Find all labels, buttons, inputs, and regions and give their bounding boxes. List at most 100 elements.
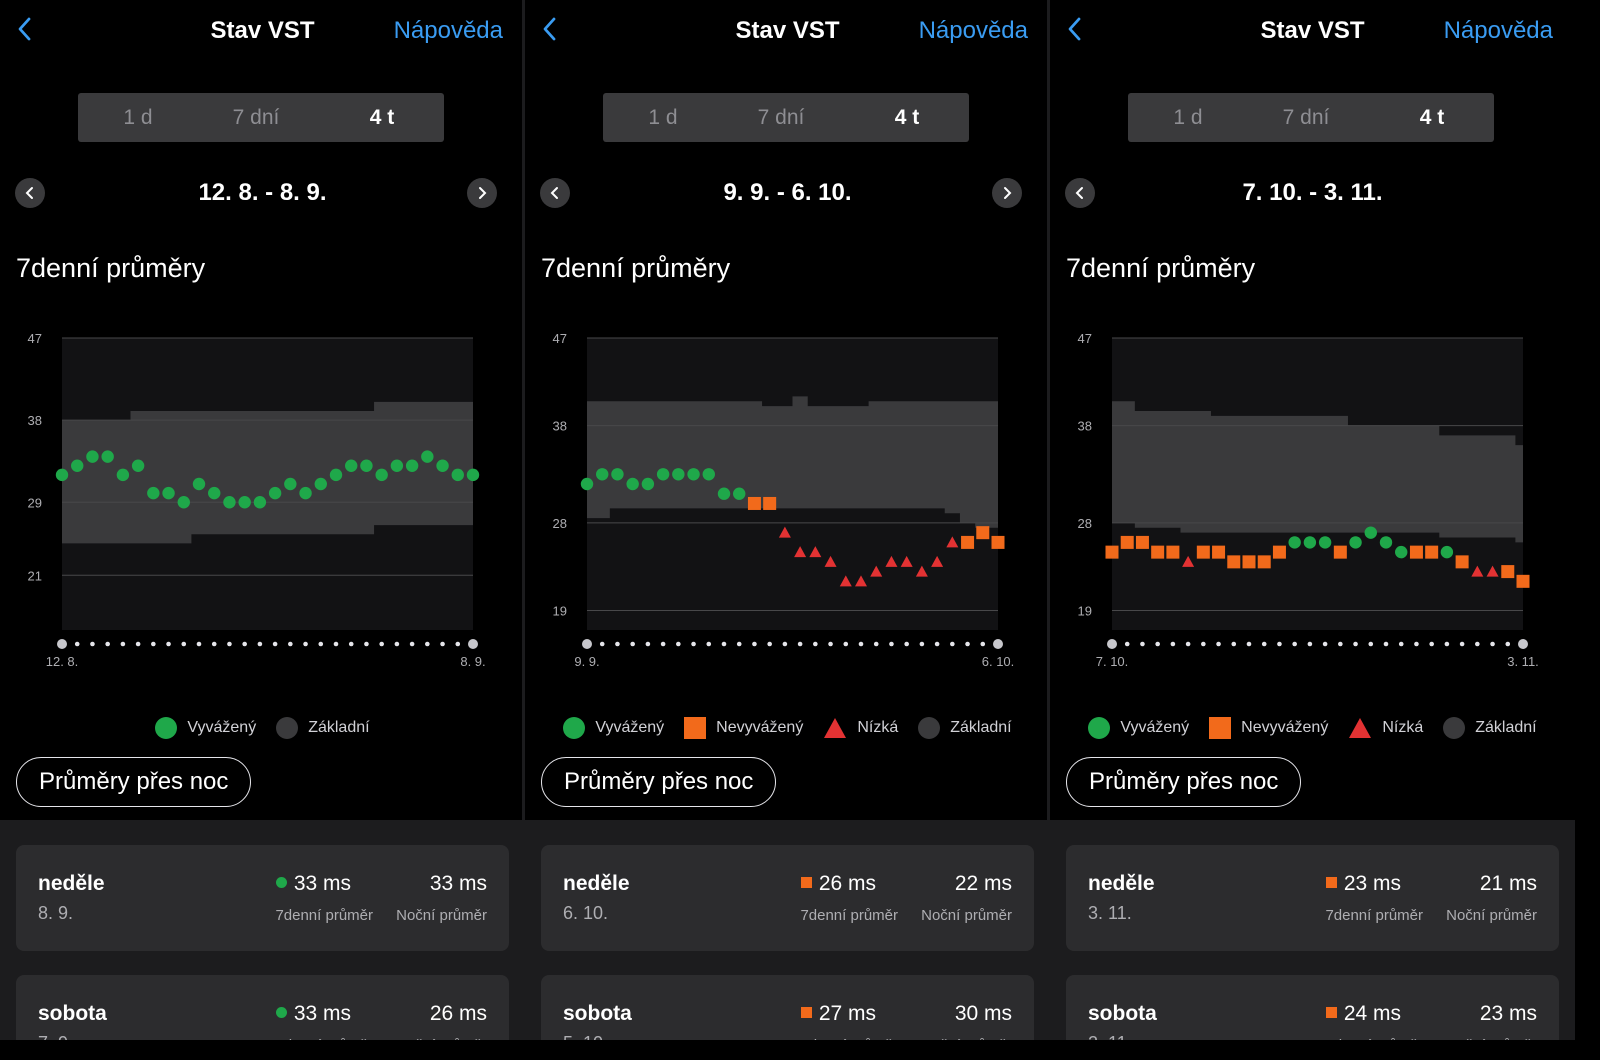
x-axis-day-dot bbox=[272, 641, 278, 647]
x-axis-day-dot bbox=[630, 641, 635, 647]
overnight-average-label: Noční průměr bbox=[396, 907, 487, 924]
x-axis-day-dot bbox=[950, 641, 955, 647]
x-axis-day-dot bbox=[227, 641, 232, 647]
data-point-unbalanced bbox=[1501, 565, 1515, 579]
x-axis-day-dot bbox=[660, 641, 666, 647]
data-point-balanced bbox=[1303, 536, 1317, 549]
x-start-label: 9. 9. bbox=[574, 654, 599, 669]
legend-circle-icon bbox=[155, 717, 178, 739]
y-tick-label: 19 bbox=[553, 604, 567, 619]
help-link[interactable]: Nápověda bbox=[1443, 17, 1553, 44]
day-card[interactable]: sobota 7. 9. 33 ms 26 ms 7denní průměr Noční … bbox=[16, 975, 509, 1040]
day-card[interactable]: sobota 5. 10. 27 ms 30 ms 7denní průměr Noční… bbox=[541, 975, 1034, 1040]
overnight-average-label: Noční průměr bbox=[921, 1037, 1012, 1040]
next-range-button[interactable] bbox=[467, 178, 497, 208]
data-point-low bbox=[1486, 565, 1499, 577]
data-point-unbalanced bbox=[1120, 535, 1134, 549]
help-link[interactable]: Nápověda bbox=[918, 17, 1028, 44]
legend-square-icon bbox=[684, 717, 707, 739]
data-point-balanced bbox=[360, 459, 373, 472]
back-button[interactable] bbox=[537, 14, 567, 44]
data-point-unbalanced bbox=[1227, 555, 1241, 569]
x-axis-day-dot bbox=[440, 641, 445, 647]
data-point-balanced bbox=[611, 468, 624, 481]
x-axis-day-dot bbox=[706, 641, 712, 647]
data-point-low bbox=[931, 555, 944, 567]
x-axis-day-dot bbox=[813, 641, 818, 647]
card-date: 3. 11. bbox=[1088, 903, 1132, 923]
legend-item: Nízká bbox=[823, 717, 898, 739]
data-point-balanced bbox=[284, 477, 297, 491]
overnight-average-value: 22 ms bbox=[954, 872, 1012, 895]
day-card[interactable]: sobota 2. 11. 24 ms 23 ms 7denní průměr Noční… bbox=[1066, 975, 1559, 1040]
y-tick-label: 47 bbox=[28, 331, 42, 346]
x-axis-day-dot bbox=[1107, 639, 1117, 649]
tab-period-2[interactable]: 4 t bbox=[369, 106, 395, 129]
legend-label: Základní bbox=[308, 719, 370, 736]
x-axis-day-dot bbox=[1459, 641, 1465, 647]
legend-triangle-icon bbox=[824, 718, 847, 738]
data-point-low bbox=[809, 546, 822, 558]
legend-circle-icon bbox=[563, 717, 586, 739]
legend-item: Vyvážený bbox=[155, 717, 256, 739]
tab-period-2[interactable]: 4 t bbox=[894, 106, 920, 129]
data-point-balanced bbox=[131, 459, 145, 472]
tab-period-2[interactable]: 4 t bbox=[1419, 106, 1445, 129]
overnight-averages-button[interactable]: Průměry přes noc bbox=[541, 757, 777, 807]
tab-period-1[interactable]: 7 dní bbox=[1282, 106, 1330, 129]
data-point-balanced bbox=[86, 450, 99, 463]
x-axis-day-dot bbox=[318, 641, 324, 647]
day-card[interactable]: neděle 8. 9. 33 ms 33 ms 7denní průměr Noční … bbox=[16, 845, 509, 951]
status-unbalanced-marker bbox=[1325, 877, 1337, 888]
page-title: Stav VST bbox=[735, 17, 840, 44]
overnight-averages-button[interactable]: Průměry přes noc bbox=[1066, 757, 1302, 807]
x-axis-day-dot bbox=[135, 641, 141, 647]
data-point-unbalanced bbox=[763, 496, 777, 510]
data-point-balanced bbox=[71, 459, 84, 472]
x-axis-day-dot bbox=[288, 641, 293, 647]
seven-day-average-label: 7denní průměr bbox=[1325, 1037, 1423, 1040]
x-axis-day-dot bbox=[965, 641, 970, 647]
chart-heading: 7denní průměry bbox=[541, 253, 731, 283]
x-axis-day-dot bbox=[1353, 641, 1358, 647]
x-axis-day-dot bbox=[767, 641, 772, 647]
tab-period-0[interactable]: 1 d bbox=[648, 106, 678, 129]
page-title: Stav VST bbox=[1260, 17, 1365, 44]
previous-range-button[interactable] bbox=[1065, 178, 1095, 208]
data-point-balanced bbox=[192, 477, 206, 491]
back-button[interactable] bbox=[1062, 14, 1092, 44]
back-button[interactable] bbox=[12, 14, 42, 44]
tab-period-0[interactable]: 1 d bbox=[1173, 106, 1203, 129]
card-date: 7. 9. bbox=[38, 1033, 73, 1040]
y-tick-label: 38 bbox=[28, 413, 42, 428]
data-point-balanced bbox=[702, 468, 715, 481]
card-day-name: sobota bbox=[1088, 1002, 1157, 1025]
x-axis-day-dot bbox=[455, 641, 461, 647]
next-range-button[interactable] bbox=[992, 178, 1022, 208]
seven-day-average-text: 26 ms bbox=[818, 872, 876, 895]
x-axis-day-dot bbox=[1383, 641, 1389, 647]
data-point-unbalanced bbox=[747, 496, 761, 510]
previous-range-button[interactable] bbox=[540, 178, 570, 208]
chevron-left-icon bbox=[543, 17, 556, 41]
previous-range-button[interactable] bbox=[15, 178, 45, 208]
overnight-average-value: 21 ms bbox=[1479, 872, 1537, 895]
day-card[interactable]: neděle 3. 11. 23 ms 21 ms 7denní průměr Noční… bbox=[1066, 845, 1559, 951]
overnight-averages-button[interactable]: Průměry přes noc bbox=[16, 757, 252, 807]
x-axis-day-dot bbox=[468, 639, 478, 649]
data-point-balanced bbox=[238, 496, 251, 509]
status-balanced-marker bbox=[275, 877, 287, 888]
day-card[interactable]: neděle 6. 10. 26 ms 22 ms 7denní průměr Noční… bbox=[541, 845, 1034, 951]
x-axis-day-dot bbox=[904, 641, 909, 647]
tab-period-0[interactable]: 1 d bbox=[123, 106, 153, 129]
chevron-right-icon bbox=[1004, 187, 1012, 199]
data-point-balanced bbox=[147, 486, 160, 500]
help-link[interactable]: Nápověda bbox=[393, 17, 503, 44]
tab-period-1[interactable]: 7 dní bbox=[232, 106, 280, 129]
x-axis-day-dot bbox=[90, 641, 95, 647]
legend-item: Základní bbox=[1443, 717, 1537, 739]
chevron-left-icon bbox=[1068, 17, 1081, 41]
y-tick-label: 38 bbox=[1078, 419, 1092, 434]
tab-period-1[interactable]: 7 dní bbox=[757, 106, 805, 129]
baseline-band bbox=[587, 396, 998, 528]
